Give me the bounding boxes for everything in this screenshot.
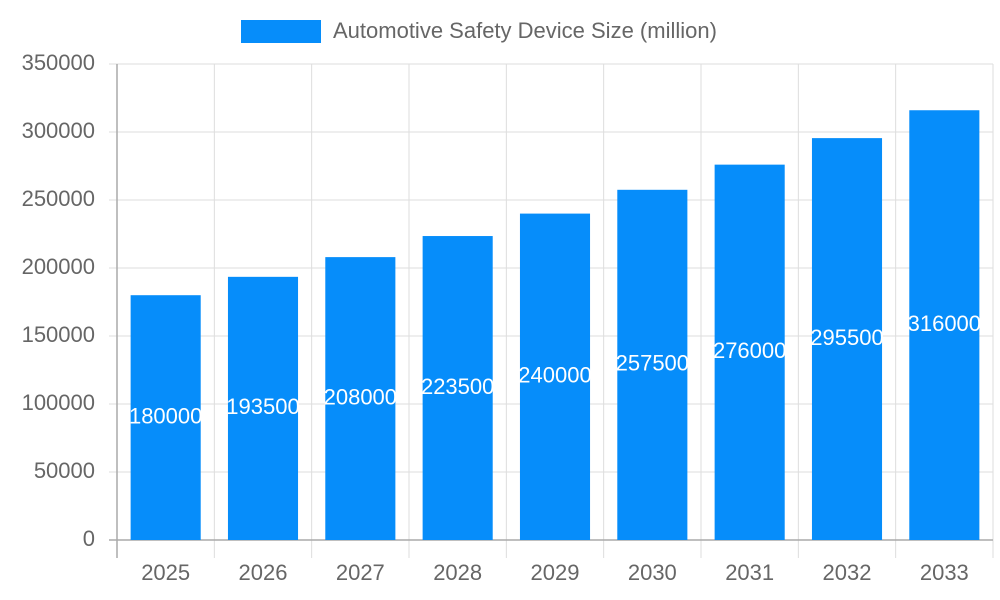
y-tick-label: 300000 [22, 118, 95, 143]
data-label: 180000 [129, 403, 202, 428]
y-tick-label: 0 [83, 526, 95, 551]
data-label: 223500 [421, 374, 494, 399]
data-label: 295500 [810, 325, 883, 350]
legend-swatch [241, 20, 321, 43]
bar [811, 138, 883, 540]
bar [325, 257, 396, 540]
x-tick-label: 2033 [920, 560, 969, 585]
x-tick-label: 2025 [141, 560, 190, 585]
bar [422, 236, 493, 541]
y-tick-label: 150000 [22, 322, 95, 347]
data-label: 257500 [616, 351, 689, 376]
x-tick-label: 2027 [336, 560, 385, 585]
data-label: 208000 [324, 384, 397, 409]
bar [227, 276, 299, 540]
x-tick-label: 2028 [433, 560, 482, 585]
y-tick-label: 250000 [22, 186, 95, 211]
y-tick-label: 50000 [34, 458, 95, 483]
bar [617, 189, 688, 541]
y-tick-label: 100000 [22, 390, 95, 415]
bar [909, 110, 980, 541]
x-tick-label: 2031 [725, 560, 774, 585]
x-tick-label: 2032 [823, 560, 872, 585]
bar [519, 213, 591, 540]
y-tick-label: 200000 [22, 254, 95, 279]
bar [714, 164, 785, 540]
x-tick-label: 2029 [531, 560, 580, 585]
y-tick-label: 350000 [22, 50, 95, 75]
legend-label: Automotive Safety Device Size (million) [333, 18, 717, 43]
data-label: 316000 [908, 311, 981, 336]
data-label: 276000 [713, 338, 786, 363]
data-label: 240000 [518, 363, 591, 388]
x-tick-label: 2026 [239, 560, 288, 585]
x-tick-label: 2030 [628, 560, 677, 585]
bar [130, 295, 201, 540]
data-label: 193500 [226, 394, 299, 419]
